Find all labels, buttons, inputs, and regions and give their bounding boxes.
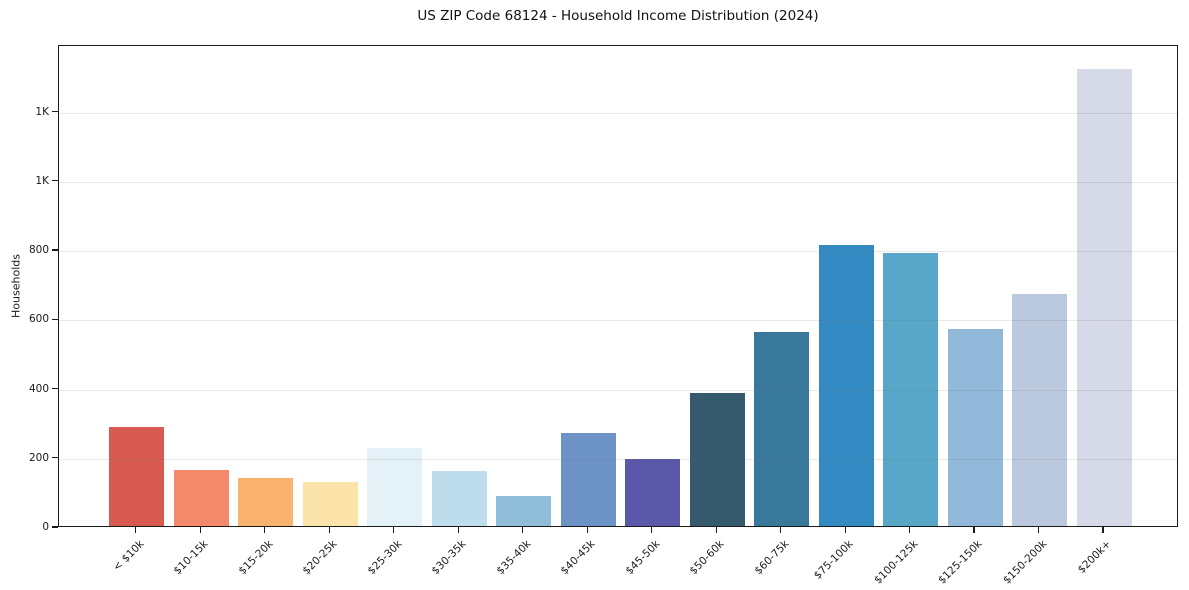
x-tick-label: $200k+ bbox=[1075, 538, 1114, 576]
y-tick-mark bbox=[52, 526, 58, 528]
bar-$30-35k bbox=[431, 470, 487, 526]
gridline bbox=[59, 251, 1177, 252]
x-tick-mark bbox=[1037, 527, 1040, 533]
x-tick-mark bbox=[264, 527, 266, 533]
x-tick-mark bbox=[909, 527, 911, 533]
x-tick-mark bbox=[780, 527, 782, 533]
x-tick-mark bbox=[973, 527, 975, 533]
y-tick-mark bbox=[52, 318, 58, 320]
x-tick-mark bbox=[522, 527, 524, 533]
x-tick-label: $50-60k bbox=[687, 538, 727, 578]
bar-$35-40k bbox=[496, 495, 552, 526]
gridline bbox=[59, 320, 1177, 322]
x-tick-label: $30-35k bbox=[429, 538, 469, 578]
x-tick-label: $100-125k bbox=[871, 538, 921, 587]
y-tick-label: 800 bbox=[28, 244, 49, 256]
x-tick-mark bbox=[715, 527, 717, 533]
x-tick-label: $150-200k bbox=[1000, 538, 1049, 587]
y-tick-mark bbox=[52, 249, 58, 251]
gridline bbox=[59, 458, 1177, 460]
bar-$50-60k bbox=[689, 393, 745, 526]
y-tick-mark bbox=[52, 180, 58, 182]
x-tick-label: $125-150k bbox=[935, 538, 985, 587]
bar-$200k+ bbox=[1076, 68, 1132, 526]
y-tick-mark bbox=[52, 110, 58, 113]
x-tick-label: $25-30k bbox=[365, 538, 405, 578]
x-tick-mark bbox=[199, 527, 201, 533]
y-axis-label: Households bbox=[9, 254, 23, 318]
bar-$20-25k bbox=[302, 481, 358, 526]
bar-$60-75k bbox=[754, 331, 810, 526]
gridline bbox=[59, 112, 1177, 114]
x-tick-label: $20-25k bbox=[300, 538, 340, 578]
x-tick-label: $15-20k bbox=[236, 538, 276, 578]
x-tick-mark bbox=[651, 527, 653, 533]
x-tick-mark bbox=[457, 527, 459, 533]
y-tick-mark bbox=[52, 457, 58, 459]
x-tick-mark bbox=[1102, 527, 1104, 533]
y-tick-label: 0 bbox=[42, 521, 49, 533]
x-tick-mark bbox=[393, 527, 395, 533]
x-tick-label: $75-100k bbox=[811, 538, 856, 582]
x-tick-label: $60-75k bbox=[751, 538, 792, 578]
bar-$25-30k bbox=[367, 448, 423, 526]
gridline bbox=[59, 389, 1177, 391]
bar-$75-100k bbox=[818, 244, 874, 526]
bar-$15-20k bbox=[238, 477, 294, 526]
y-tick-mark bbox=[52, 387, 58, 390]
bar-$10-15k bbox=[173, 469, 229, 526]
x-tick-mark bbox=[844, 527, 846, 533]
x-tick-mark bbox=[135, 527, 137, 533]
y-tick-label: 1K bbox=[35, 174, 49, 187]
plot-area bbox=[58, 45, 1178, 527]
bar-$40-45k bbox=[560, 433, 616, 526]
y-tick-label: 1K bbox=[35, 105, 49, 118]
bar-$125-150k bbox=[947, 329, 1003, 526]
y-tick-label: 200 bbox=[28, 451, 49, 464]
chart-title: US ZIP Code 68124 - Household Income Dis… bbox=[417, 8, 819, 24]
bar-$45-50k bbox=[625, 459, 681, 526]
bar-$100-125k bbox=[883, 253, 939, 526]
x-tick-mark bbox=[586, 527, 588, 533]
bar-< $10k bbox=[109, 427, 165, 526]
x-tick-label: < $10k bbox=[110, 538, 147, 574]
x-tick-label: $40-45k bbox=[558, 538, 598, 578]
y-tick-label: 400 bbox=[28, 382, 49, 395]
x-tick-label: $35-40k bbox=[494, 538, 534, 578]
bar-$150-200k bbox=[1012, 294, 1068, 526]
gridline bbox=[59, 181, 1177, 183]
x-tick-label: $45-50k bbox=[622, 538, 663, 578]
y-tick-label: 600 bbox=[28, 313, 49, 326]
x-tick-mark bbox=[328, 527, 330, 533]
x-tick-label: $10-15k bbox=[171, 538, 211, 578]
